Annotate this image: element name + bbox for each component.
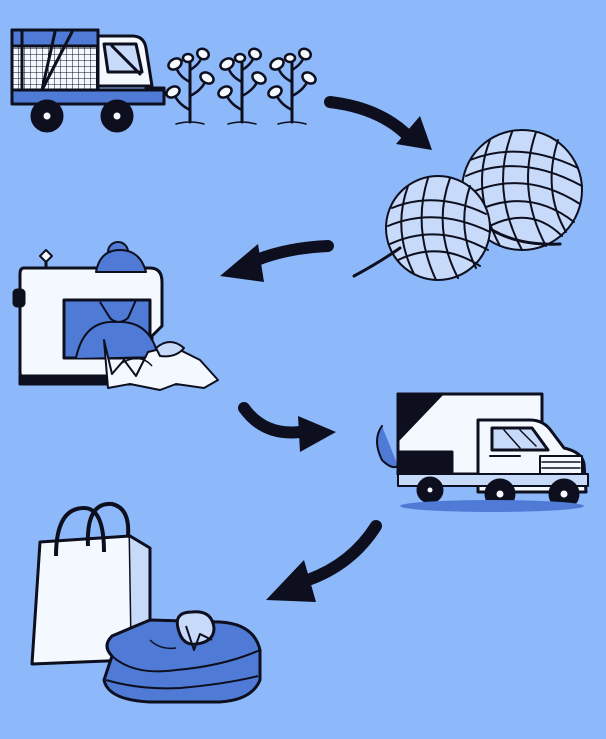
cotton-plant-icon — [165, 47, 317, 125]
yarn-balls-icon — [352, 129, 583, 281]
flow-arrow-shipping-to-retail — [266, 520, 382, 602]
seamstress-icon — [75, 241, 219, 391]
flow-arrow-harvest-to-yarn — [324, 96, 432, 150]
delivery-truck-icon — [376, 392, 589, 512]
harvester-icon — [10, 28, 166, 133]
flow-arrow-yarn-to-sewing — [220, 240, 334, 282]
flow-arrow-sewing-to-shipping — [238, 402, 336, 452]
folded-shirt-icon — [102, 610, 262, 704]
